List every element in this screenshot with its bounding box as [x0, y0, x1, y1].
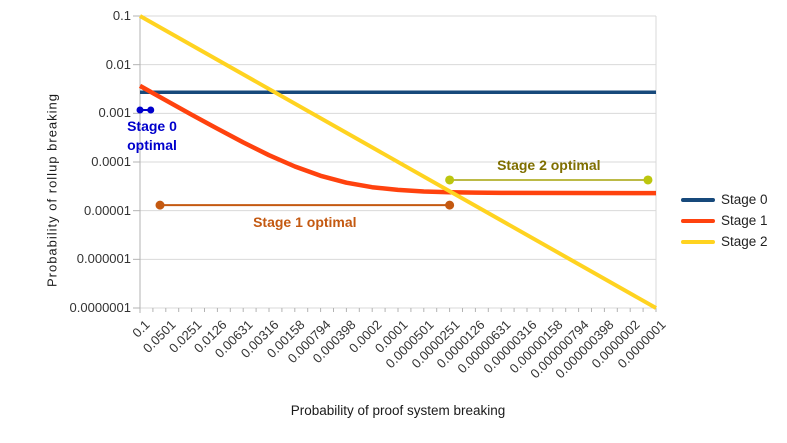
legend-swatch-stage-0: [681, 197, 715, 202]
series-line-stage-1: [138, 83, 657, 196]
legend-item-stage-1: Stage 1: [681, 210, 768, 231]
legend-label: Stage 2: [721, 234, 768, 249]
legend-item-stage-2: Stage 2: [681, 231, 768, 252]
stage-0-optimal-end-dot: [147, 106, 155, 114]
stage-2-optimal-label: Stage 2 optimal: [497, 156, 601, 173]
legend-label: Stage 0: [721, 192, 768, 207]
stage-2-optimal-end-dot: [643, 175, 653, 185]
legend-label: Stage 1: [721, 213, 768, 228]
stage-0-optimal-start-dot: [136, 106, 144, 114]
y-tick-label: 0.001: [98, 105, 131, 121]
stage-2-optimal-start-dot: [445, 175, 455, 185]
x-axis-title: Probability of proof system breaking: [290, 403, 506, 418]
y-tick-label: 0.01: [105, 56, 131, 72]
stage-0-optimal-label: Stage 0 optimal: [127, 118, 177, 153]
y-axis-title: Probability of rollup breaking: [44, 92, 60, 288]
stage-1-optimal-start-dot: [155, 200, 165, 210]
y-tick-label: 0.0000001: [69, 300, 131, 315]
legend-item-stage-0: Stage 0: [681, 189, 768, 210]
legend: Stage 0 Stage 1 Stage 2: [681, 189, 768, 252]
stage-1-optimal-label: Stage 1 optimal: [253, 214, 357, 231]
y-tick-label: 0.1: [112, 8, 131, 23]
legend-swatch-stage-2: [681, 239, 715, 244]
y-tick-label: 0.00001: [84, 202, 131, 218]
legend-swatch-stage-1: [681, 218, 715, 223]
y-tick-label: 0.0001: [91, 154, 131, 169]
stage-1-optimal-end-dot: [445, 200, 455, 210]
series-line-stage-2: [139, 14, 657, 310]
y-tick-label: 0.000001: [76, 251, 131, 267]
